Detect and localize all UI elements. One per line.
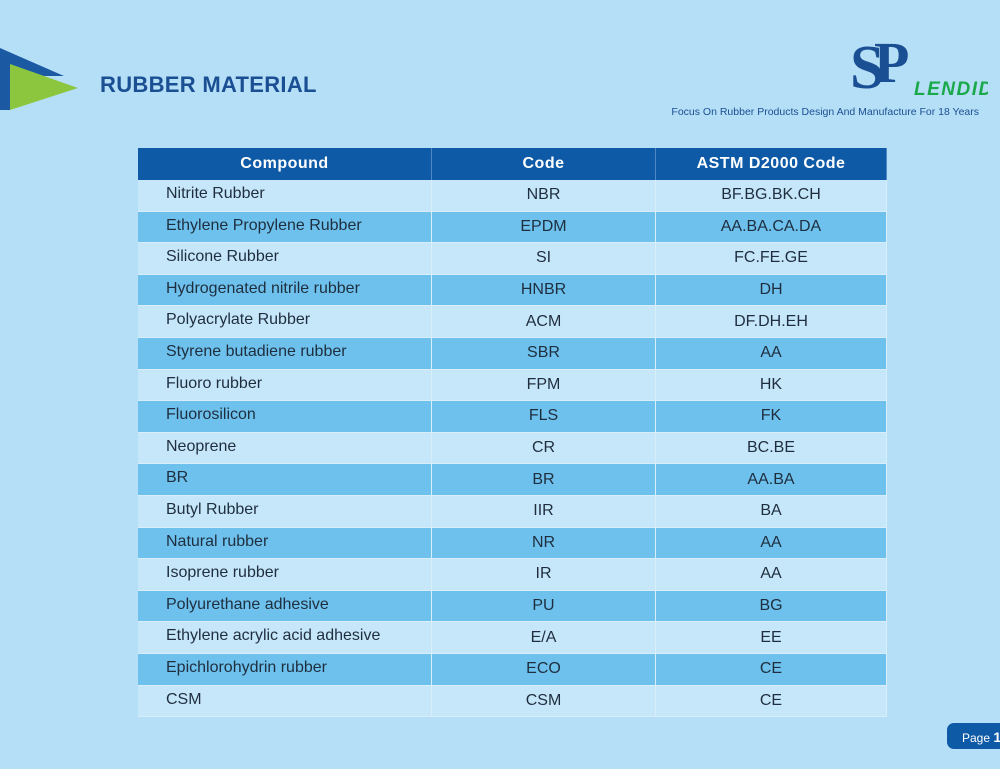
cell-compound: Butyl Rubber bbox=[138, 495, 432, 528]
cell-code: EPDM bbox=[431, 211, 656, 244]
cell-astm-code: EE bbox=[655, 621, 887, 654]
column-header-astm: ASTM D2000 Code bbox=[655, 148, 887, 180]
cell-astm-code: BA bbox=[655, 495, 887, 528]
cell-compound: Nitrite Rubber bbox=[138, 180, 432, 212]
cell-compound: Ethylene Propylene Rubber bbox=[138, 211, 432, 244]
cell-code: FLS bbox=[431, 400, 656, 433]
svg-text:S: S bbox=[850, 34, 884, 100]
cell-code: PU bbox=[431, 590, 656, 623]
cell-code: IIR bbox=[431, 495, 656, 528]
cell-astm-code: HK bbox=[655, 369, 887, 402]
cell-code: HNBR bbox=[431, 274, 656, 307]
tagline: Focus On Rubber Products Design And Manu… bbox=[671, 106, 979, 118]
column-header-compound: Compound bbox=[138, 148, 432, 180]
table-row: CSM CSM CE bbox=[138, 685, 887, 718]
cell-astm-code: DH bbox=[655, 274, 887, 307]
cell-compound: Neoprene bbox=[138, 432, 432, 465]
cell-compound: Isoprene rubber bbox=[138, 558, 432, 591]
cell-compound: Fluoro rubber bbox=[138, 369, 432, 402]
cell-astm-code: BG bbox=[655, 590, 887, 623]
cell-code: SBR bbox=[431, 337, 656, 370]
cell-code: CSM bbox=[431, 685, 656, 718]
cell-astm-code: FC.FE.GE bbox=[655, 242, 887, 275]
table-row: Nitrite Rubber NBR BF.BG.BK.CH bbox=[138, 180, 887, 212]
svg-text:P: P bbox=[874, 30, 909, 95]
cell-code: E/A bbox=[431, 621, 656, 654]
splendid-logo: S P LENDID bbox=[850, 30, 988, 100]
arrow-logo-decoration bbox=[0, 48, 78, 110]
table-row: Silicone Rubber SI FC.FE.GE bbox=[138, 242, 887, 275]
table-row: Styrene butadiene rubber SBR AA bbox=[138, 337, 887, 370]
page-badge: Page 1 bbox=[947, 723, 1000, 749]
cell-compound: Fluorosilicon bbox=[138, 400, 432, 433]
cell-code: ECO bbox=[431, 653, 656, 686]
rubber-material-table: Compound Code ASTM D2000 Code Nitrite Ru… bbox=[138, 148, 887, 718]
cell-astm-code: CE bbox=[655, 685, 887, 718]
cell-astm-code: AA bbox=[655, 337, 887, 370]
cell-astm-code: AA bbox=[655, 527, 887, 560]
cell-compound: BR bbox=[138, 463, 432, 496]
table-row: Isoprene rubber IR AA bbox=[138, 558, 887, 591]
cell-compound: Hydrogenated nitrile rubber bbox=[138, 274, 432, 307]
cell-astm-code: BF.BG.BK.CH bbox=[655, 180, 887, 212]
cell-compound: Ethylene acrylic acid adhesive bbox=[138, 621, 432, 654]
table-header-row: Compound Code ASTM D2000 Code bbox=[138, 148, 887, 180]
table-row: Ethylene Propylene Rubber EPDM AA.BA.CA.DA bbox=[138, 211, 887, 244]
cell-compound: Polyurethane adhesive bbox=[138, 590, 432, 623]
cell-astm-code: BC.BE bbox=[655, 432, 887, 465]
cell-astm-code: FK bbox=[655, 400, 887, 433]
cell-compound: Silicone Rubber bbox=[138, 242, 432, 275]
cell-compound: Natural rubber bbox=[138, 527, 432, 560]
table-row: Fluoro rubber FPM HK bbox=[138, 369, 887, 402]
cell-astm-code: DF.DH.EH bbox=[655, 305, 887, 338]
cell-code: FPM bbox=[431, 369, 656, 402]
table-row: Fluorosilicon FLS FK bbox=[138, 400, 887, 433]
cell-compound: CSM bbox=[138, 685, 432, 718]
page-label: Page bbox=[962, 731, 991, 745]
page-number: 1 bbox=[993, 729, 1000, 745]
cell-code: IR bbox=[431, 558, 656, 591]
cell-compound: Styrene butadiene rubber bbox=[138, 337, 432, 370]
table-row: Polyurethane adhesive PU BG bbox=[138, 590, 887, 623]
cell-astm-code: AA.BA bbox=[655, 463, 887, 496]
cell-code: ACM bbox=[431, 305, 656, 338]
table-row: Natural rubber NR AA bbox=[138, 527, 887, 560]
cell-compound: Polyacrylate Rubber bbox=[138, 305, 432, 338]
cell-astm-code: AA bbox=[655, 558, 887, 591]
cell-code: NR bbox=[431, 527, 656, 560]
table-row: BR BR AA.BA bbox=[138, 463, 887, 496]
table-row: Butyl Rubber IIR BA bbox=[138, 495, 887, 528]
cell-code: SI bbox=[431, 242, 656, 275]
cell-code: NBR bbox=[431, 180, 656, 212]
table-row: Neoprene CR BC.BE bbox=[138, 432, 887, 465]
svg-text:LENDID: LENDID bbox=[914, 79, 988, 100]
column-header-code: Code bbox=[431, 148, 656, 180]
cell-compound: Epichlorohydrin rubber bbox=[138, 653, 432, 686]
table-row: Hydrogenated nitrile rubber HNBR DH bbox=[138, 274, 887, 307]
cell-astm-code: AA.BA.CA.DA bbox=[655, 211, 887, 244]
page-title: RUBBER MATERIAL bbox=[100, 72, 317, 97]
cell-code: CR bbox=[431, 432, 656, 465]
table-row: Polyacrylate Rubber ACM DF.DH.EH bbox=[138, 305, 887, 338]
cell-astm-code: CE bbox=[655, 653, 887, 686]
cell-code: BR bbox=[431, 463, 656, 496]
table-row: Ethylene acrylic acid adhesive E/A EE bbox=[138, 621, 887, 654]
table-row: Epichlorohydrin rubber ECO CE bbox=[138, 653, 887, 686]
